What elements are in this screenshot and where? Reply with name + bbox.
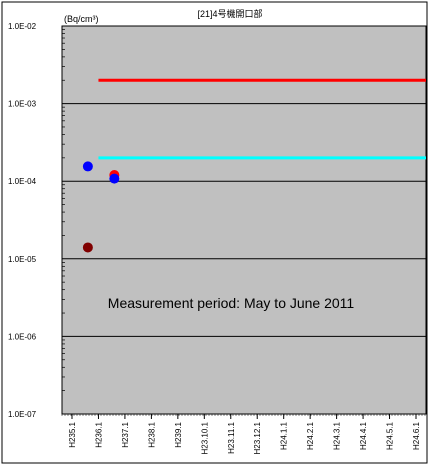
plot-area (61, 25, 427, 415)
x-tick-labels: H235.1 H236.1 H237.1 H238.1 H239.1 H23.10.1 H2… (61, 414, 426, 454)
x-tick-label: H239.1 (174, 421, 183, 447)
grid-layer (62, 25, 426, 415)
x-tick-label: H23.11.1 (227, 421, 236, 453)
y-tick-label: 1.0E-02 (8, 22, 37, 31)
x-tick-label: H24.6.1 (412, 421, 421, 450)
y-tick-label: 1.0E-07 (8, 410, 37, 419)
y-tick-labels: 1.0E-02 1.0E-03 1.0E-04 1.0E-05 1.0E-06 1.0E-… (8, 22, 37, 419)
data-point (109, 173, 120, 184)
y-unit-label: (Bq/cm³) (64, 14, 99, 24)
data-point (82, 242, 93, 253)
x-tick-label: H236.1 (94, 421, 103, 447)
chart-title: [21]4号機開口部 (197, 8, 262, 19)
reference-lines-layer (98, 78, 426, 160)
x-tick-label: H24.2.1 (306, 421, 315, 450)
x-tick-label: H23.12.1 (253, 421, 262, 454)
x-tick-label: H24.3.1 (333, 421, 342, 450)
data-point (82, 161, 93, 172)
x-tick-label: H235.1 (68, 421, 77, 447)
y-tick-label: 1.0E-03 (8, 100, 37, 109)
y-tick-label: 1.0E-04 (8, 177, 37, 186)
y-tick-label: 1.0E-05 (8, 255, 37, 264)
x-tick-label: H238.1 (147, 421, 156, 447)
x-tick-label: H23.10.1 (200, 421, 209, 454)
x-tick-label: H237.1 (121, 421, 130, 447)
x-tick-label: H24.1.1 (280, 421, 289, 450)
x-tick-label: H24.4.1 (359, 421, 368, 450)
data-points-layer (82, 161, 120, 253)
x-tick-label: H24.5.1 (386, 421, 395, 450)
y-tick-label: 1.0E-06 (8, 332, 37, 341)
measurement-period-annotation: Measurement period: May to June 2011 (108, 295, 355, 311)
